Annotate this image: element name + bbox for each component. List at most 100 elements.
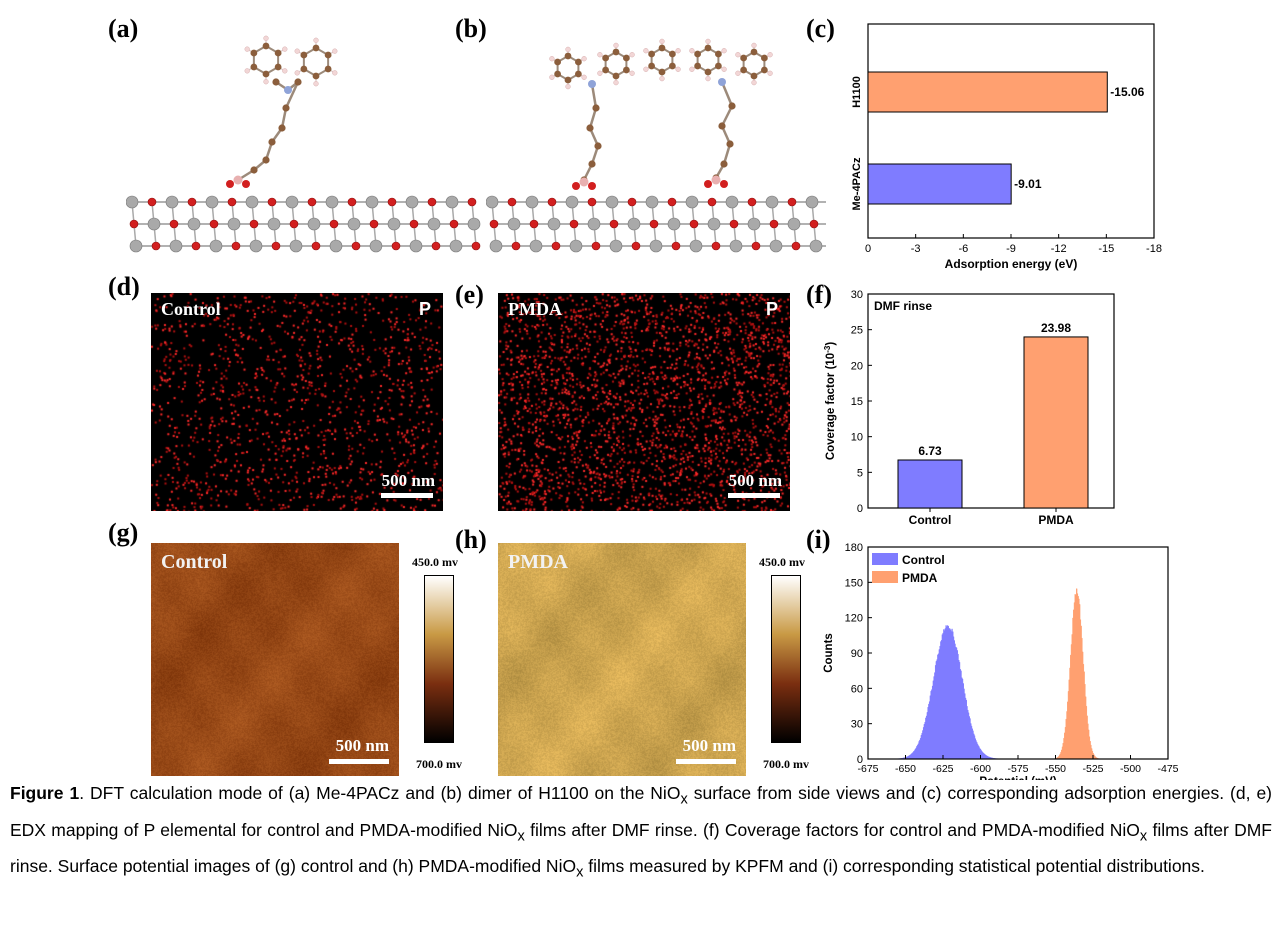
colorbar-top-label: 450.0 mv <box>412 555 458 569</box>
h-atom <box>613 42 619 49</box>
o-atom <box>369 219 379 229</box>
y-tick-label: 0 <box>857 503 863 515</box>
c-atom <box>750 72 758 80</box>
ni-atom <box>769 239 783 253</box>
panel-label-d: (d) <box>108 272 140 301</box>
ni-atom <box>707 217 721 231</box>
ni-atom <box>205 195 219 209</box>
x-tick-label: -600 <box>970 763 991 775</box>
ni-atom <box>547 217 561 231</box>
ni-atom <box>449 239 463 253</box>
c-atom <box>648 62 656 70</box>
o-atom <box>711 241 721 251</box>
c-atom <box>574 58 582 66</box>
c-atom <box>726 140 734 148</box>
h-atom <box>263 35 269 41</box>
caption-subscript: x <box>680 791 688 808</box>
kpfm-texture-pmda <box>498 543 746 776</box>
ni-atom <box>529 239 543 253</box>
ni-atom <box>249 239 263 253</box>
c-atom <box>694 50 702 58</box>
ni-atom <box>147 217 161 231</box>
ni-atom <box>467 217 481 231</box>
histogram-pmda <box>1053 588 1101 760</box>
o-atom <box>151 241 161 251</box>
h-atom <box>244 46 250 52</box>
o-atom <box>249 219 259 229</box>
ni-atom <box>489 239 503 253</box>
h-atom <box>549 56 555 62</box>
h-atom <box>629 52 635 58</box>
h-atom <box>263 79 269 85</box>
o-atom <box>729 219 739 229</box>
o-atom <box>720 180 728 188</box>
x-tick-label: -475 <box>1157 763 1178 775</box>
h-atom <box>313 37 319 43</box>
o-atom <box>787 197 797 207</box>
y-tick-label: 25 <box>851 325 863 337</box>
x-tick-label: -6 <box>958 243 968 255</box>
o-atom <box>791 241 801 251</box>
bond <box>720 105 734 127</box>
c-atom <box>282 104 290 112</box>
x-tick-label: -15 <box>1098 243 1114 255</box>
h-atom <box>751 79 757 86</box>
y-axis-label: Counts <box>823 633 835 673</box>
h-atom <box>597 70 603 76</box>
edx-element-label: P <box>418 299 431 319</box>
h-atom <box>767 70 773 76</box>
h-atom <box>721 66 727 72</box>
o-atom <box>572 182 580 190</box>
bar-control <box>897 459 963 509</box>
kpfm-image-control: Control 500 nm <box>151 543 399 776</box>
h-atom <box>244 68 250 74</box>
c-atom <box>668 50 676 58</box>
legend-swatch <box>872 571 898 583</box>
c-atom <box>602 66 610 74</box>
colorbar-top-label: 450.0 mv <box>759 555 805 569</box>
c-atom <box>622 54 630 62</box>
c-atom <box>592 104 600 112</box>
h-atom <box>581 74 587 80</box>
h-atom <box>675 66 681 72</box>
o-atom <box>471 241 481 251</box>
x-axis-label: Adsorption energy (eV) <box>945 257 1078 271</box>
edx-title-pmda: PMDA <box>508 299 562 319</box>
ni-atom <box>627 217 641 231</box>
o-atom <box>329 219 339 229</box>
c-atom <box>694 62 702 70</box>
c-atom <box>718 122 726 130</box>
o-atom <box>226 180 234 188</box>
c-atom <box>274 63 282 71</box>
ni-atom <box>289 239 303 253</box>
o-atom <box>409 219 419 229</box>
x-tick-label: -3 <box>911 243 921 255</box>
ni-atom <box>325 195 339 209</box>
ni-atom <box>609 239 623 253</box>
adsorption-energy-chart: 0 -3 -6 -9 -12 -15 -18 -15.06 H1100 -9.01 Me-4PACz… <box>851 23 1162 271</box>
ni-atom <box>409 239 423 253</box>
c-atom <box>714 50 722 58</box>
nio-slab <box>126 195 481 253</box>
x-tick-label: -18 <box>1146 243 1162 255</box>
ni-atom <box>307 217 321 231</box>
x-tick-label: -550 <box>1045 763 1066 775</box>
plot-frame <box>867 23 1155 239</box>
y-tick-label: 20 <box>851 360 863 372</box>
c-atom <box>564 52 572 60</box>
scale-bar-label: 500 nm <box>335 736 389 755</box>
o-atom <box>187 197 197 207</box>
h-atom <box>565 83 571 90</box>
ni-atom <box>129 239 143 253</box>
panel-label-b: (b) <box>455 14 487 43</box>
c-atom <box>728 102 736 110</box>
o-atom <box>671 241 681 251</box>
h-atom <box>721 48 727 54</box>
o-atom <box>627 197 637 207</box>
y-tick-label: 30 <box>851 719 863 731</box>
edx-element-label: P <box>765 299 778 319</box>
ni-atom <box>809 239 823 253</box>
potential-histogram: -675 -650 -625 -600 -575 -550 -525 -500 -475 0 30 6… <box>823 542 1179 780</box>
o-atom <box>427 197 437 207</box>
ni-atom <box>209 239 223 253</box>
